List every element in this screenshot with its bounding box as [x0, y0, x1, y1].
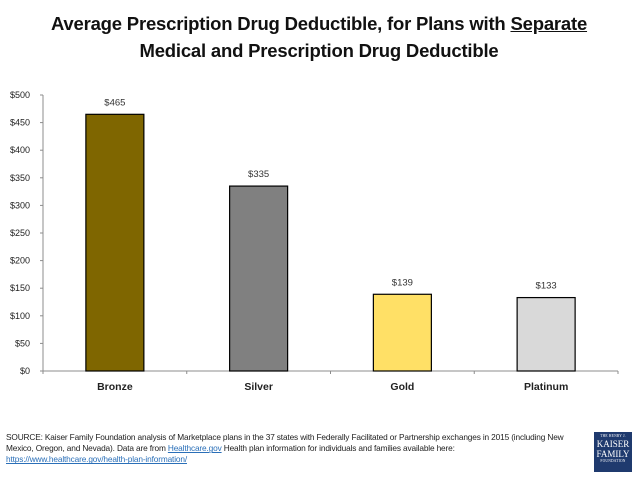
y-tick-label: $150 [10, 283, 30, 293]
bar-silver [229, 185, 289, 372]
source-text-1: SOURCE: Kaiser Family Foundation analysi… [6, 432, 564, 454]
bar-chart: $0 $50 $100 $150 $200 $250 $300 $350 $400 $450 $50… [10, 90, 619, 393]
data-label-gold: $139 [392, 277, 413, 288]
logo-line-3: FAMILY [596, 449, 630, 459]
source-text-2: Health plan information for individuals … [221, 443, 455, 454]
data-label-silver: $335 [248, 169, 269, 180]
chart-title: Average Prescription Drug Deductible, fo… [0, 10, 638, 64]
health-plan-information-link[interactable]: https://www.healthcare.gov/health-plan-i… [6, 454, 187, 465]
category-label-gold: Gold [390, 381, 414, 393]
y-tick-label: $50 [15, 338, 30, 348]
bar-bronze [85, 113, 145, 372]
y-tick-label: $100 [10, 311, 30, 321]
kaiser-family-foundation-logo: THE HENRY J. KAISER FAMILY FOUNDATION [594, 432, 632, 472]
y-tick-label: $200 [10, 256, 30, 266]
y-tick-label: $300 [10, 200, 30, 210]
chart-title-line-2: Medical and Prescription Drug Deductible [139, 40, 499, 61]
data-label-platinum: $133 [536, 281, 557, 292]
bar-gold [372, 293, 432, 372]
category-label-bronze: Bronze [97, 381, 133, 393]
healthcare-gov-link[interactable]: Healthcare.gov [167, 443, 222, 454]
logo-line-4: FOUNDATION [600, 459, 626, 463]
y-tick-label: $350 [10, 173, 30, 183]
logo-line-2: KAISER [596, 439, 630, 449]
chart-title-line-1: Average Prescription Drug Deductible, fo… [0, 10, 638, 37]
category-label-silver: Silver [244, 381, 273, 393]
logo-line-1: THE HENRY J. [600, 434, 626, 438]
title-text: Average Prescription Drug Deductible, fo… [50, 13, 511, 34]
bar-platinum [516, 296, 576, 372]
y-tick-label: $450 [10, 118, 30, 128]
category-label-platinum: Platinum [524, 381, 568, 393]
y-tick-label: $500 [10, 90, 30, 100]
y-tick-label: $400 [10, 145, 30, 155]
data-label-bronze: $465 [104, 97, 125, 108]
title-underlined-word: Separate [510, 13, 588, 34]
y-tick-label: $250 [10, 228, 30, 238]
y-tick-label: $0 [20, 366, 30, 376]
source-note: SOURCE: Kaiser Family Foundation analysi… [6, 432, 566, 466]
